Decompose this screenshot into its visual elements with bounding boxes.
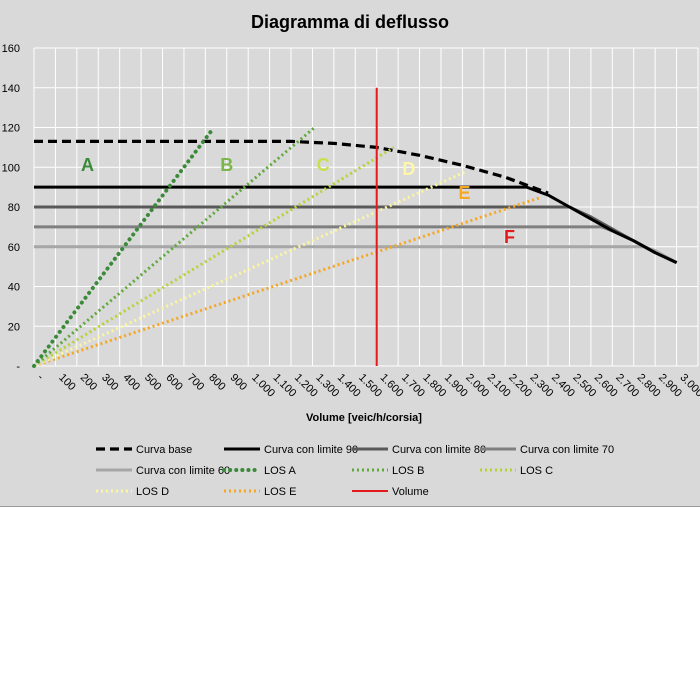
zone-label-e: E <box>459 183 471 203</box>
legend: Curva base Curva con limite 90 Curva con l… <box>96 444 614 498</box>
zone-labels: A B C D E F <box>81 155 515 247</box>
x-tick-label: 1.200 <box>292 372 320 400</box>
x-axis-ticks: -100 200 300 400 500 600 700 800 900 1.0001.1001.… <box>35 372 700 400</box>
x-tick-label: 1.400 <box>335 372 363 400</box>
chart-svg: Diagramma di deflusso A B C DEF -100 200 300 4… <box>2 12 700 498</box>
zone-label-c: C <box>317 155 330 175</box>
y-tick-label: 100 <box>2 162 20 174</box>
y-axis-ticks: - 20 40 60 80 100 120 140 160 <box>2 43 21 373</box>
y-tick-label: 60 <box>8 242 20 254</box>
y-tick-label: - <box>16 361 20 373</box>
zone-label-d: D <box>402 159 415 179</box>
x-tick-label: 2.500 <box>570 372 598 400</box>
y-tick-label: 80 <box>8 202 20 214</box>
x-tick-label: 1.500 <box>356 372 384 400</box>
x-tick-label: 3.000 <box>677 372 700 400</box>
legend-label-curva-con-limite-70: Curva con limite 70 <box>520 444 614 456</box>
x-tick-label: 1.900 <box>442 372 470 400</box>
x-tick-label: 800 <box>206 372 227 393</box>
x-tick-label: 400 <box>121 372 142 393</box>
series-los-c <box>33 146 395 368</box>
x-tick-label: 600 <box>163 372 184 393</box>
y-tick-label: 120 <box>2 123 20 135</box>
x-tick-label: 1.000 <box>249 372 277 400</box>
series-curva-con-limite-90 <box>34 185 678 264</box>
series-los-b <box>33 126 316 368</box>
x-tick-label: 2.200 <box>506 372 534 400</box>
y-tick-label: 20 <box>8 321 20 333</box>
x-tick-label: - <box>35 372 46 383</box>
series-layer <box>32 87 678 368</box>
x-tick-label: 500 <box>142 372 163 393</box>
x-tick-label: 2.600 <box>592 372 620 400</box>
x-tick-label: 1.800 <box>420 372 448 400</box>
x-tick-label: 2.400 <box>549 372 577 400</box>
x-tick-label: 300 <box>99 372 120 393</box>
x-tick-label: 2.800 <box>635 372 663 400</box>
x-axis-label: Volume [veic/h/corsia] <box>306 412 422 424</box>
x-tick-label: 100 <box>56 372 77 393</box>
legend-label-curva-con-limite-90: Curva con limite 90 <box>264 444 358 456</box>
x-tick-label: 2.300 <box>528 372 556 400</box>
x-tick-label: 2.900 <box>656 372 684 400</box>
legend-label-curva-base: Curva base <box>136 444 192 456</box>
legend-label-volume: Volume <box>392 486 429 498</box>
x-tick-label: 1.300 <box>313 372 341 400</box>
x-tick-label: 2.100 <box>485 372 513 400</box>
y-tick-label: 40 <box>8 282 20 294</box>
x-tick-label: 200 <box>78 372 99 393</box>
y-tick-label: 140 <box>2 83 20 95</box>
zone-label-f: F <box>504 227 515 247</box>
x-tick-label: 700 <box>185 372 206 393</box>
x-tick-label: 2.700 <box>613 372 641 400</box>
y-tick-label: 160 <box>2 43 20 55</box>
series-curva-base <box>34 139 549 195</box>
legend-label-los-c: LOS C <box>520 465 553 477</box>
legend-label-los-e: LOS E <box>264 486 296 498</box>
legend-label-los-b: LOS B <box>392 465 424 477</box>
legend-label-los-a: LOS A <box>264 465 296 477</box>
legend-label-curva-con-limite-60: Curva con limite 60 <box>136 465 230 477</box>
x-tick-label: 1.100 <box>270 372 298 400</box>
x-tick-label: 2.000 <box>463 372 491 400</box>
series-los-e <box>33 195 543 368</box>
series-los-a <box>32 125 216 368</box>
zone-label-a: A <box>81 155 94 175</box>
chart-title: Diagramma di deflusso <box>251 12 449 32</box>
x-tick-label: 1.700 <box>399 372 427 400</box>
legend-label-curva-con-limite-80: Curva con limite 80 <box>392 444 486 456</box>
zone-label-b: B <box>220 155 233 175</box>
x-tick-label: 1.600 <box>378 372 406 400</box>
legend-label-los-d: LOS D <box>136 486 169 498</box>
x-tick-label: 900 <box>228 372 249 393</box>
series-los-d <box>33 169 468 368</box>
